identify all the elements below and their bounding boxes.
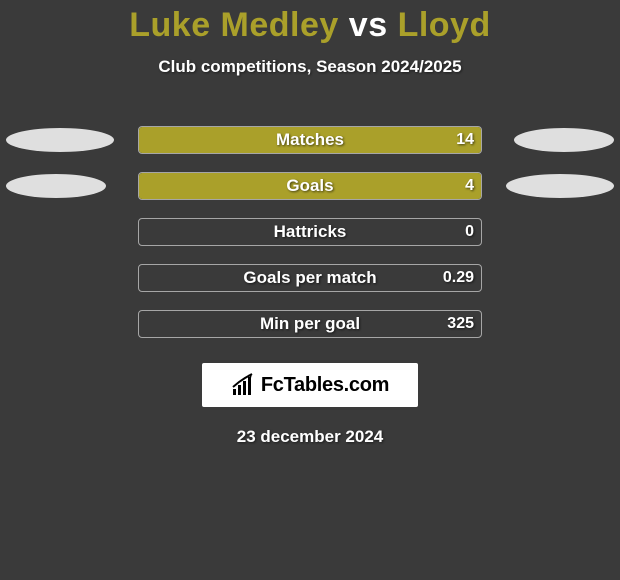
left-ellipse [6,174,106,198]
bar-track [138,126,482,154]
stat-row: Hattricks0 [0,217,620,247]
bar-fill [139,173,481,199]
right-ellipse [506,174,614,198]
source-logo: FcTables.com [202,363,418,407]
bar-track [138,218,482,246]
right-ellipse [514,128,614,152]
bar-track [138,172,482,200]
stat-row: Matches14 [0,125,620,155]
stat-row: Min per goal325 [0,309,620,339]
stat-row: Goals4 [0,171,620,201]
snapshot-date: 23 december 2024 [0,427,620,447]
bar-fill [139,127,481,153]
stat-row: Goals per match0.29 [0,263,620,293]
fctables-icon [231,373,255,397]
bar-track [138,310,482,338]
title-player2: Lloyd [398,6,491,44]
left-ellipse [6,128,114,152]
bar-track [138,264,482,292]
comparison-infographic: Luke Medley vs Lloyd Club competitions, … [0,6,620,447]
stat-rows: Matches14 Goals4 Hattricks0 Goals per match… [0,125,620,339]
title-vs: vs [349,6,388,44]
logo-text: FcTables.com [261,374,389,397]
subtitle: Club competitions, Season 2024/2025 [0,57,620,77]
page-title: Luke Medley vs Lloyd [0,6,620,45]
title-player1: Luke Medley [129,6,339,44]
